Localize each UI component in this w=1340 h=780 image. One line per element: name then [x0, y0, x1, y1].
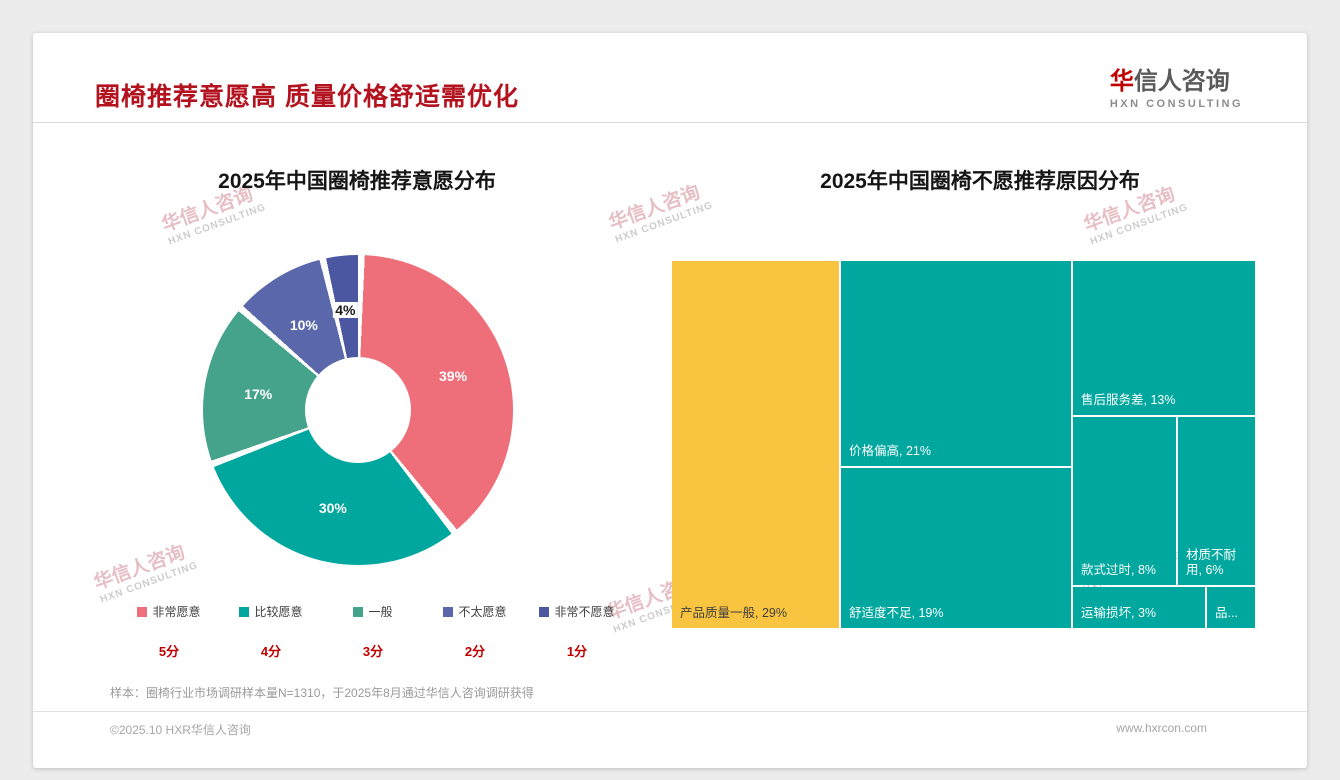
legend-item: 非常愿意 — [118, 603, 220, 620]
page-title: 圈椅推荐意愿高 质量价格舒适需优化 — [95, 83, 519, 111]
company-logo: 华信人咨询 HXN CONSULTING — [1110, 61, 1243, 110]
watermark-en: HXN CONSULTING — [613, 199, 715, 246]
score-label: 3分 — [362, 644, 384, 659]
copyright-text: ©2025.10 HXR华信人咨询 — [110, 723, 251, 737]
donut-slice-label: 4% — [333, 301, 358, 318]
legend-label: 非常不愿意 — [554, 605, 615, 619]
treemap-item-other: 品... — [1207, 587, 1255, 628]
legend-swatch — [353, 606, 364, 617]
treemap-item-label: 材质不耐用, 6% — [1186, 547, 1237, 578]
legend-label: 非常愿意 — [152, 605, 201, 619]
treemap-item-label: 舒适度不足, 19% — [849, 606, 944, 621]
treemap-item-shipping: 运输损坏, 3% — [1073, 587, 1205, 628]
watermark-cn: 华信人咨询 — [91, 542, 188, 595]
watermark-en: HXN CONSULTING — [1088, 201, 1190, 248]
treemap-item-price: 价格偏高, 21% — [841, 261, 1071, 466]
slide-card: 华信人咨询 HXN CONSULTING 华信人咨询 HXN CONSULTIN… — [33, 33, 1307, 768]
treemap-item-style: 款式过时, 8% — [1073, 417, 1176, 585]
legend-item: 不太愿意 — [424, 603, 526, 620]
donut-hole — [305, 357, 411, 463]
legend-item: 一般 — [322, 603, 424, 620]
right-chart-title: 2025年中国圈椅不愿推荐原因分布 — [820, 170, 1140, 193]
header-divider — [33, 122, 1307, 123]
treemap-item-quality: 产品质量一般, 29% — [672, 261, 839, 628]
score-label: 2分 — [464, 644, 486, 659]
treemap-row-middle: 款式过时, 8% 材质不耐用, 6% — [1073, 417, 1255, 585]
treemap-column-middle: 价格偏高, 21% 舒适度不足, 19% — [841, 261, 1071, 628]
legend-item: 非常不愿意 — [526, 603, 628, 620]
treemap-item-aftersales: 售后服务差, 13% — [1073, 261, 1255, 415]
donut-legend: 非常愿意 比较愿意 一般 不太愿意 非常不愿意 — [118, 603, 628, 620]
legend-swatch — [539, 606, 550, 617]
treemap-item-label: 售后服务差, 13% — [1081, 393, 1176, 408]
treemap-row-bottom: 运输损坏, 3% 品... — [1073, 587, 1255, 628]
score-label: 5分 — [158, 644, 180, 659]
score-row: 5分 4分 3分 2分 1分 — [118, 641, 628, 660]
treemap-item-comfort: 舒适度不足, 19% — [841, 468, 1071, 628]
score-label: 4分 — [260, 644, 282, 659]
sample-note: 样本：圈椅行业市场调研样本量N=1310，于2025年8月通过华信人咨询调研获得 — [110, 686, 534, 700]
logo-cn-red: 华 — [1109, 69, 1134, 95]
watermark-en: HXN CONSULTING — [166, 201, 268, 248]
legend-swatch — [239, 606, 250, 617]
donut-slice-label: 17% — [244, 386, 273, 403]
legend-item: 比较愿意 — [220, 603, 322, 620]
donut-slice-label: 39% — [439, 367, 468, 384]
legend-swatch — [443, 606, 454, 617]
treemap-item-material: 材质不耐用, 6% — [1178, 417, 1255, 585]
website-text: www.hxrcon.com — [1116, 721, 1207, 735]
treemap-column-right: 售后服务差, 13% 款式过时, 8% 材质不耐用, 6% 运输损坏, 3% 品… — [1073, 261, 1255, 628]
treemap-item-label: 产品质量一般, 29% — [680, 606, 787, 621]
donut-slice-label: 30% — [318, 499, 347, 516]
watermark: 华信人咨询 HXN CONSULTING — [90, 534, 200, 606]
logo-cn-rest: 信人咨询 — [1133, 69, 1230, 95]
legend-swatch — [137, 606, 148, 617]
logo-cn-text: 华信人咨询 — [1110, 61, 1243, 96]
donut-chart: 39% 30% 17% 10% 4% — [203, 255, 513, 565]
legend-label: 一般 — [368, 605, 393, 619]
watermark-en: HXN CONSULTING — [98, 559, 200, 606]
logo-en-text: HXN CONSULTING — [1109, 98, 1243, 110]
legend-label: 比较愿意 — [254, 605, 303, 619]
donut-slice-label: 10% — [289, 316, 318, 333]
treemap-item-label: 价格偏高, 21% — [849, 444, 931, 459]
treemap-item-label: 款式过时, 8% — [1081, 563, 1157, 578]
score-label: 1分 — [566, 644, 588, 659]
footer-divider — [33, 711, 1307, 712]
treemap-item-label: 品... — [1215, 606, 1238, 621]
left-chart-title: 2025年中国圈椅推荐意愿分布 — [218, 170, 496, 193]
legend-label: 不太愿意 — [458, 605, 507, 619]
treemap-item-label: 运输损坏, 3% — [1081, 606, 1157, 621]
treemap-chart: 产品质量一般, 29% 价格偏高, 21% 舒适度不足, 19% 售后服务差, … — [672, 261, 1255, 628]
